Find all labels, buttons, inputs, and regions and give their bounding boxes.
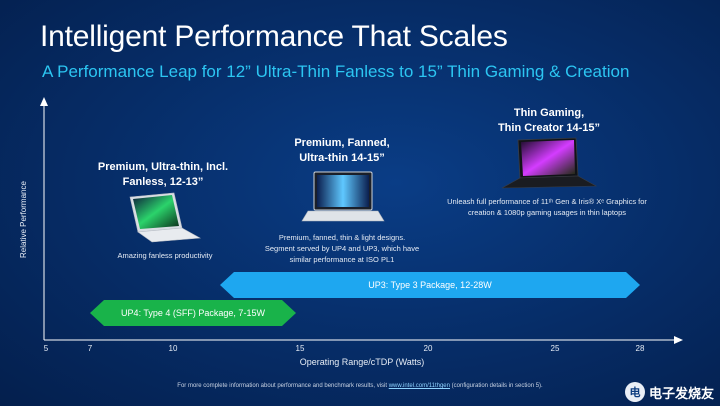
- segment-desc-line: Amazing fanless productivity: [117, 251, 213, 260]
- x-tick-label: 25: [550, 344, 560, 353]
- x-tick-label: 10: [168, 344, 178, 353]
- segment-title-line: Premium, Fanned,: [294, 137, 390, 149]
- slide-title: Intelligent Performance That Scales: [40, 20, 508, 53]
- y-axis-label: Relative Performance: [19, 181, 28, 258]
- footnote: For more complete information about perf…: [177, 383, 542, 389]
- up4-arrow: [90, 300, 296, 326]
- up3-arrow: [220, 272, 640, 298]
- segment-desc-line: Unleash full performance of 11ᵗʰ Gen & I…: [447, 197, 647, 206]
- segment-desc-line: Premium, fanned, thin & light designs.: [278, 233, 406, 242]
- up3-arrow-label: UP3: Type 3 Package, 12-28W: [368, 280, 492, 290]
- footnote-text-end: (configuration details in section 5).: [449, 383, 543, 389]
- slide-subtitle: A Performance Leap for 12” Ultra-Thin Fa…: [42, 62, 630, 81]
- segment-title-line: Thin Creator 14-15”: [497, 122, 601, 134]
- x-axis-arrowhead: [674, 336, 683, 344]
- watermark: 电 电子发烧友: [624, 382, 714, 402]
- x-tick-label: 15: [295, 344, 305, 353]
- laptop-fanned-illustration: [301, 171, 385, 222]
- segment-fanless-title: Premium, Ultra-thin, Incl. Fanless, 12-1…: [98, 160, 228, 190]
- watermark-logo-icon: 电: [624, 382, 645, 402]
- segment-gaming-description: Unleash full performance of 11ᵗʰ Gen & I…: [447, 196, 647, 218]
- segment-desc-line: similar performance at ISO PL1: [289, 255, 395, 264]
- segment-fanned-description: Premium, fanned, thin & light designs. S…: [265, 232, 419, 265]
- x-tick-label: 28: [635, 344, 645, 353]
- segment-title-line: Fanless, 12-13”: [122, 176, 204, 188]
- y-axis-arrowhead: [40, 97, 48, 106]
- x-tick-label: 20: [423, 344, 433, 353]
- segment-gaming-title: Thin Gaming, Thin Creator 14-15”: [498, 106, 600, 136]
- segment-title-line: Thin Gaming,: [513, 107, 585, 119]
- segment-title-line: Ultra-thin 14-15”: [299, 152, 385, 164]
- watermark-text: 电子发烧友: [648, 386, 714, 402]
- segment-fanned-title: Premium, Fanned, Ultra-thin 14-15”: [294, 136, 389, 166]
- laptop-fanless-illustration: [129, 192, 202, 243]
- footnote-text: For more complete information about perf…: [177, 383, 389, 389]
- footnote-link[interactable]: www.intel.com/11thgen: [388, 383, 450, 389]
- x-tick-label: 5: [43, 344, 49, 353]
- segment-desc-line: Segment served by UP4 and UP3, which hav…: [264, 244, 420, 253]
- segment-title-line: Premium, Ultra-thin, Incl.: [97, 161, 229, 173]
- x-axis-label: Operating Range/cTDP (Watts): [299, 357, 425, 367]
- segment-fanless-description: Amazing fanless productivity: [117, 250, 212, 261]
- up4-arrow-label: UP4: Type 4 (SFF) Package, 7-15W: [121, 308, 265, 318]
- segment-desc-line: creation & 1080p gaming usages in thin l…: [467, 208, 627, 217]
- laptop-gaming-illustration: [501, 137, 598, 189]
- x-tick-label: 7: [87, 344, 93, 353]
